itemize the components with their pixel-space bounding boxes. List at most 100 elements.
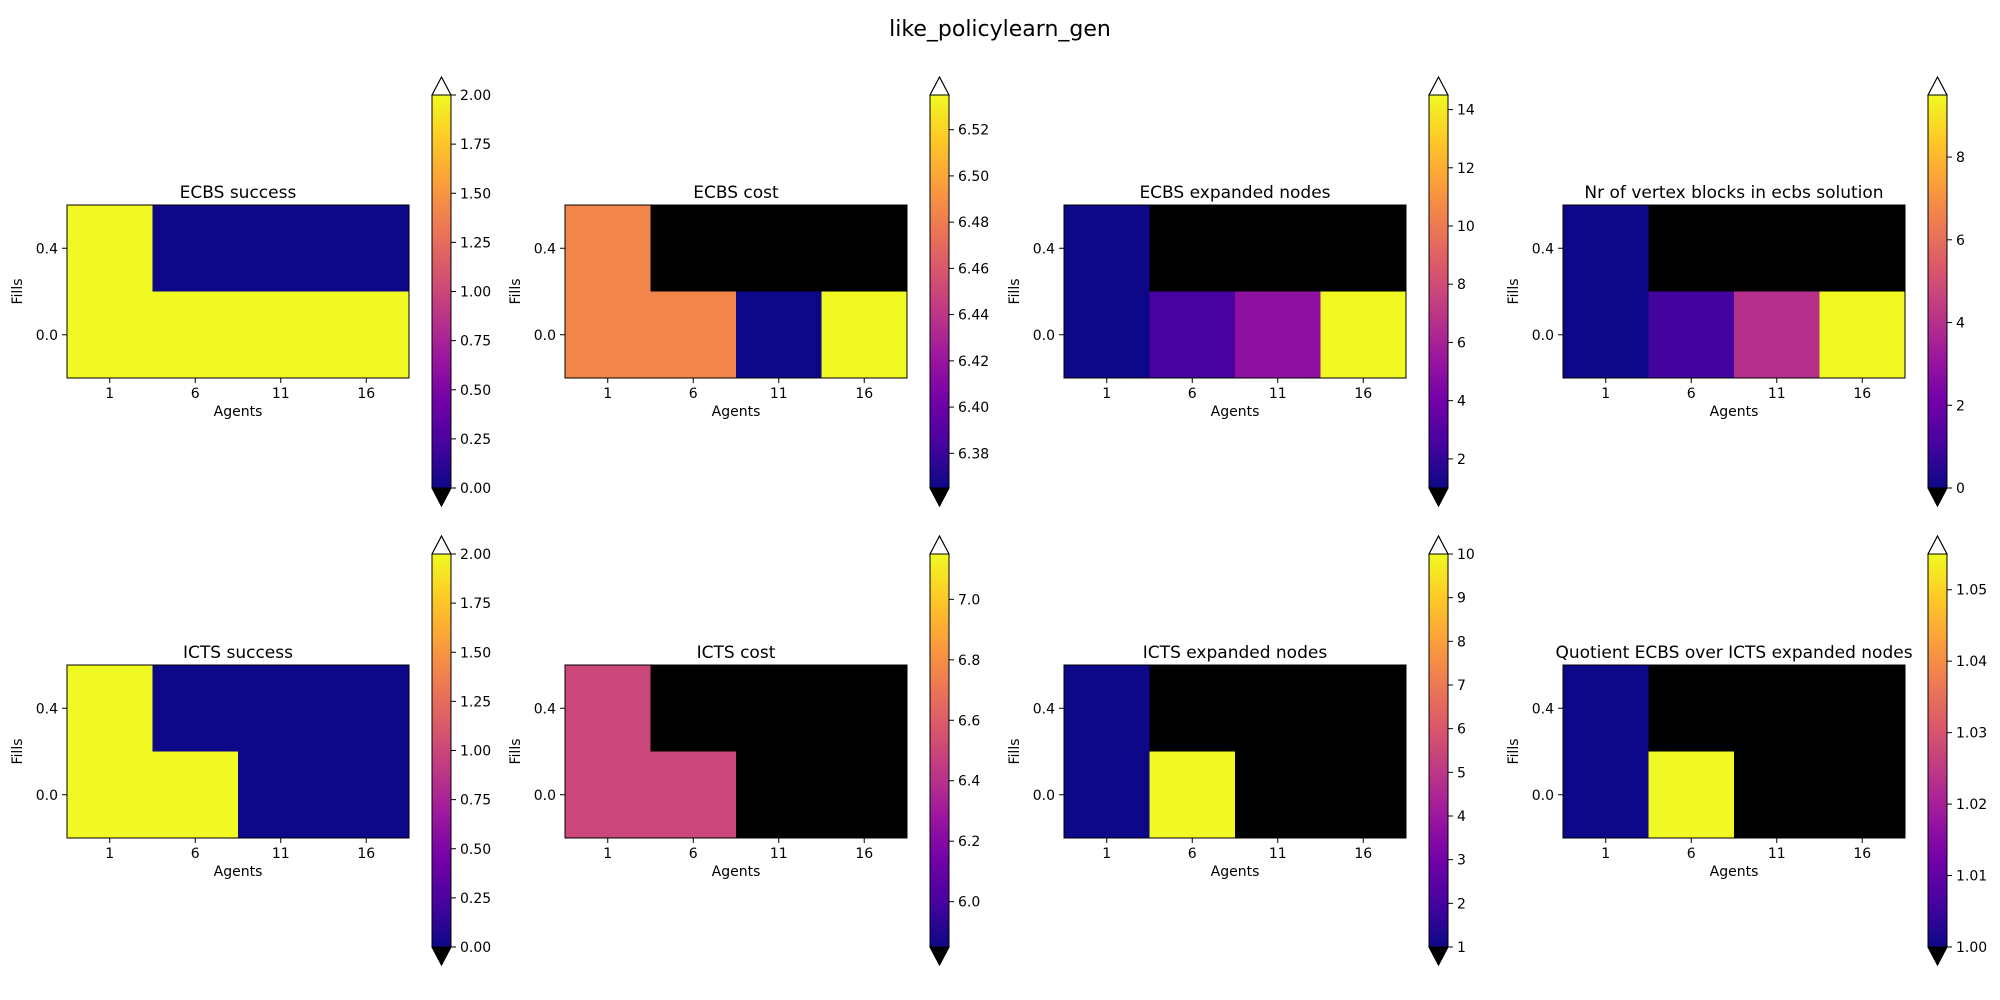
heatmap-cell [1149,751,1236,839]
heatmap-cell [323,291,410,379]
heatmap-cell [1235,665,1321,752]
colorbar-tick-label: 0 [1956,481,1965,497]
heatmap-cell [67,751,153,839]
colorbar-outline [929,534,950,967]
y-tick-label: 0.4 [1033,701,1055,717]
colorbar-gradient [1429,554,1448,947]
colorbar-tick-label: 1 [1457,940,1466,956]
axes-frame [564,204,908,379]
axes-frame [1063,204,1407,379]
colorbar-extend-under [1927,946,1948,967]
heatmap-cell [736,291,822,379]
x-axis-label: Agents [1710,404,1759,420]
panel-title: ECBS expanded nodes [1139,183,1330,203]
heatmap-cell [1064,205,1150,292]
colorbar: 2 4 6 8 10 12 14 [1428,75,1475,508]
x-tick-label: 11 [1269,846,1287,862]
colorbar-tick-label: 10 [1457,547,1475,563]
heatmap-cell [821,205,908,292]
colorbar-tick-label: 6.38 [958,446,989,462]
colorbar-gradient [930,95,949,488]
heatmap-cell [1235,291,1321,379]
x-tick-label: 6 [1687,386,1696,402]
x-axis-label: Agents [712,404,761,420]
heatmap-cell [565,291,651,379]
colorbar-tick-label: 1.50 [460,645,491,661]
x-tick-label: 6 [1687,846,1696,862]
y-axis-label: Fills [1007,279,1023,305]
colorbar-tick-label: 6.2 [958,834,980,850]
colorbar: 0.00 0.25 0.50 0.75 1.00 1.25 1.50 1.75 2.00 [431,75,491,508]
colorbar-tick-label: 0.50 [460,383,491,399]
colorbar-extend-over [431,534,452,555]
heatmap-cell [1064,291,1150,379]
heatmap-cell [1149,205,1236,292]
heatmap-cell [736,665,822,752]
colorbar-tick-label: 1.01 [1956,869,1987,885]
y-tick-label: 0.0 [1532,328,1554,344]
colorbar-tick-label: 1.02 [1956,797,1987,813]
heatmap-cell [1734,205,1820,292]
colorbar-outline [1428,75,1449,508]
colorbar-tick-label: 8 [1457,634,1466,650]
colorbar-tick-label: 6.52 [958,123,989,139]
colorbar-gradient [1928,554,1947,947]
x-axis-label: Agents [214,404,263,420]
colorbar-tick-label: 12 [1457,161,1475,177]
figure-title: like_policylearn_gen [889,17,1111,42]
colorbar-tick-label: 2.00 [460,547,491,563]
heatmap-cell [565,665,651,752]
colorbar-tick-label: 6.4 [958,774,980,790]
colorbar-tick-label: 1.25 [460,694,491,710]
y-tick-label: 0.4 [534,241,556,257]
colorbar-tick-label: 6.8 [958,653,980,669]
colorbar-tick-label: 0.75 [460,793,491,809]
colorbar-tick-label: 6 [1956,233,1965,249]
colorbar-tick-label: 4 [1457,809,1466,825]
colorbar-tick-label: 6.48 [958,215,989,231]
colorbar-extend-under [431,946,452,967]
x-tick-label: 11 [1269,386,1287,402]
x-tick-label: 16 [855,386,873,402]
heatmap-cell [238,751,324,839]
colorbar: 1 2 3 4 5 6 7 8 9 10 [1428,534,1475,967]
x-tick-label: 16 [1354,386,1372,402]
heatmap-cell [1064,751,1150,839]
colorbar-extend-over [1927,75,1948,96]
x-tick-label: 1 [603,846,612,862]
heatmap-cell [67,291,153,379]
colorbar: 0.00 0.25 0.50 0.75 1.00 1.25 1.50 1.75 2.00 [431,534,491,967]
heatmap-cell [1648,665,1735,752]
heatmap-cell [1320,665,1407,752]
x-tick-label: 11 [272,846,290,862]
colorbar-tick-label: 9 [1457,591,1466,607]
y-tick-label: 0.0 [1532,788,1554,804]
heatmap-cell [152,751,239,839]
heatmap-cell [67,665,153,752]
x-tick-label: 1 [1102,386,1111,402]
heatmap-cell [1819,751,1906,839]
heatmap-cell [1563,205,1649,292]
colorbar-tick-label: 1.00 [460,744,491,760]
colorbar-outline [929,75,950,508]
x-tick-label: 1 [1601,386,1610,402]
y-axis-label: Fills [1007,739,1023,765]
x-tick-label: 11 [1768,386,1786,402]
heatmap-cell [1064,665,1150,752]
colorbar-tick-label: 8 [1956,150,1965,166]
heatmap-cell [1320,291,1407,379]
y-tick-label: 0.0 [1033,788,1055,804]
heatmap-cell [323,665,410,752]
heatmap-cell [1563,665,1649,752]
x-tick-label: 11 [770,846,788,862]
heatmap-cell [323,205,410,292]
heatmap-cell [1734,291,1820,379]
colorbar-tick-label: 6.44 [958,308,989,324]
colorbar-extend-under [1428,946,1449,967]
colorbar-extend-under [929,946,950,967]
